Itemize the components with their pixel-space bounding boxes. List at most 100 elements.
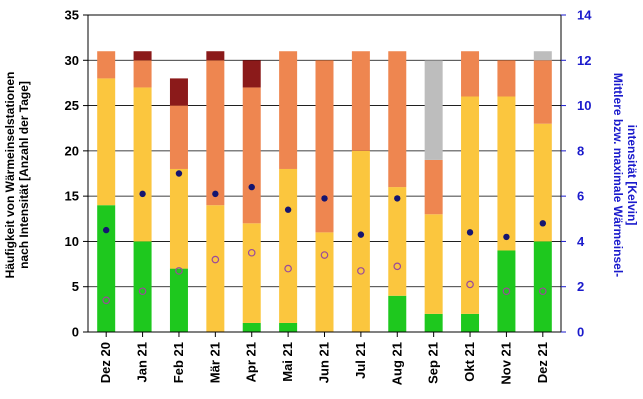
bar-segment-3	[169, 105, 188, 169]
bar-segment-1	[242, 322, 261, 332]
x-tick-label: Mai 21	[280, 342, 295, 382]
right-tick-label: 4	[577, 234, 585, 249]
x-tick-label: Dez 20	[98, 342, 113, 383]
left-tick-label: 30	[65, 53, 79, 68]
bar-segment-2	[133, 87, 152, 242]
bar-segment-1	[533, 241, 552, 332]
mean-intensity-point	[212, 190, 219, 198]
max-intensity-point	[539, 287, 547, 296]
bar-segment-1	[97, 205, 116, 332]
bar-segment-2	[497, 96, 516, 251]
max-intensity-point	[247, 248, 256, 257]
bar-segment-3	[497, 60, 516, 97]
left-tick-label: 0	[72, 325, 79, 340]
bar-segment-4	[242, 60, 261, 88]
bar-segment-3	[242, 87, 261, 224]
mean-intensity-point	[394, 195, 401, 202]
bar-segment-5	[424, 60, 443, 160]
max-intensity-point	[102, 296, 110, 305]
bar-segment-4	[133, 51, 152, 61]
bar-segment-3	[315, 60, 334, 233]
bar-segment-2	[97, 78, 116, 206]
max-intensity-point	[320, 251, 329, 259]
stacked-bars	[97, 51, 552, 332]
bar-segment-3	[97, 51, 116, 79]
right-tick-label: 14	[577, 8, 592, 23]
right-y-axis: 0 2 4 6 8 10 12 14	[561, 8, 592, 340]
left-tick-label: 10	[65, 234, 79, 249]
left-tick-label: 35	[65, 8, 79, 23]
left-tick-label: 15	[65, 189, 79, 204]
max-intensity-point	[393, 262, 402, 271]
right-axis-title-line-1: Mittlere bzw. maximale Wärmeinsel-	[611, 73, 625, 277]
mean-intensity-point	[175, 170, 183, 177]
x-tick-label: Sep 21	[426, 342, 441, 384]
bar-segment-2	[424, 214, 443, 314]
mean-intensity-point	[102, 226, 110, 234]
bar-segment-2	[533, 123, 552, 242]
mean-intensity-point	[248, 183, 255, 191]
mean-intensity-point	[503, 233, 510, 241]
bar-segment-3	[133, 60, 152, 88]
x-tick-label: Jul 21	[353, 342, 368, 379]
bar-segment-3	[533, 60, 552, 124]
bar-segment-3	[206, 60, 225, 206]
bar-segment-1	[497, 250, 516, 332]
bar-segment-3	[388, 51, 407, 188]
right-tick-label: 12	[577, 53, 591, 68]
right-tick-label: 0	[577, 325, 584, 340]
bar-segment-5	[533, 51, 552, 61]
mean-intensity-point	[139, 190, 146, 198]
left-axis-title-line-1: Häufigkeit von Wärmeinselstationen	[3, 72, 17, 279]
bar-segment-1	[388, 295, 407, 332]
mean-intensity-point	[357, 231, 365, 238]
bar-segment-1	[133, 241, 152, 332]
bar-segment-2	[242, 223, 261, 323]
max-intensity-point	[502, 287, 511, 296]
mean-intensity-point	[539, 220, 547, 227]
bar-segment-2	[351, 150, 370, 332]
right-tick-label: 8	[577, 143, 584, 158]
mean-intensity-point	[466, 229, 474, 236]
max-intensity-point	[466, 280, 474, 289]
bar-segment-4	[169, 78, 188, 106]
x-tick-label: Nov 21	[498, 342, 513, 385]
left-tick-label: 20	[65, 143, 79, 158]
left-tick-label: 5	[72, 279, 79, 294]
x-tick-label: Jun 21	[317, 342, 332, 383]
bar-segment-1	[461, 313, 480, 332]
max-intensity-point	[357, 267, 365, 275]
bar-segment-1	[424, 313, 443, 332]
x-axis: Dez 20 Jan 21 Feb 21 Mär 21 Apr 21 Mai 21 Jun …	[98, 332, 550, 385]
x-tick-label: Jan 21	[135, 342, 150, 382]
mean-intensity-point	[284, 206, 292, 213]
max-intensity-point	[211, 255, 220, 264]
left-tick-label: 25	[65, 98, 79, 113]
left-axis-title-line-2: nach Intensität [Anzahl der Tage]	[17, 81, 31, 269]
bar-segment-3	[279, 51, 298, 169]
right-tick-label: 10	[577, 98, 591, 113]
bar-segment-2	[169, 168, 188, 269]
bar-segment-1	[169, 268, 188, 332]
mean-intensity-point	[321, 195, 328, 202]
right-tick-label: 2	[577, 279, 584, 294]
max-intensity-point	[175, 267, 183, 275]
bar-segment-2	[206, 205, 225, 332]
x-tick-label: Dez 21	[535, 342, 550, 383]
x-tick-label: Feb 21	[171, 342, 186, 383]
bar-segment-3	[424, 159, 443, 215]
x-tick-label: Mär 21	[207, 342, 222, 383]
bar-segment-3	[461, 51, 480, 97]
bar-segment-2	[461, 96, 480, 314]
bar-segment-2	[388, 187, 407, 296]
bar-segment-4	[206, 51, 225, 61]
bar-segment-3	[351, 51, 370, 151]
bar-segment-1	[279, 322, 298, 332]
x-tick-label: Aug 21	[389, 342, 404, 385]
max-intensity-point	[138, 287, 147, 296]
bar-segment-2	[279, 168, 298, 323]
x-tick-label: Okt 21	[462, 342, 477, 382]
right-tick-label: 6	[577, 189, 584, 204]
x-tick-label: Apr 21	[244, 342, 259, 382]
